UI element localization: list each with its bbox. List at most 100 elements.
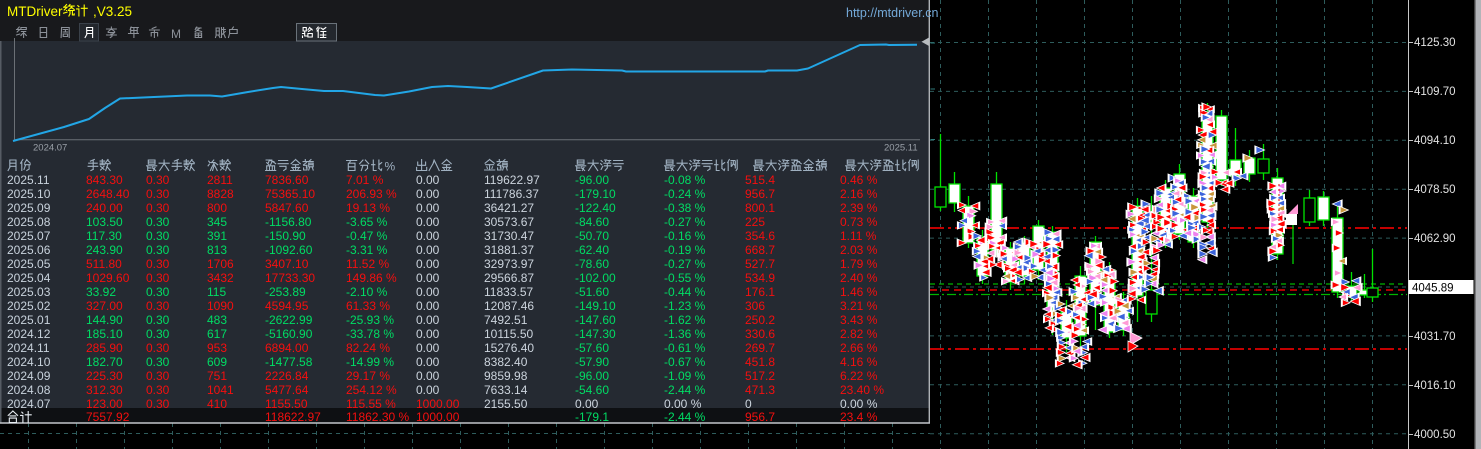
svg-text:0.00: 0.00 <box>416 187 440 201</box>
svg-text:517.2: 517.2 <box>745 369 775 383</box>
svg-text:4062.90: 4062.90 <box>1414 233 1456 245</box>
svg-text:0.00 %: 0.00 % <box>840 397 878 411</box>
svg-text:-2.44 %: -2.44 % <box>664 410 706 424</box>
svg-text:0.30: 0.30 <box>146 271 170 285</box>
svg-text:2.82 %: 2.82 % <box>840 327 878 341</box>
svg-text:-102.00: -102.00 <box>575 271 616 285</box>
svg-text:7633.14: 7633.14 <box>484 383 528 397</box>
svg-text:6.22 %: 6.22 % <box>840 369 878 383</box>
svg-text:451.8: 451.8 <box>745 355 775 369</box>
svg-text:0.30: 0.30 <box>146 285 170 299</box>
svg-text:0.00: 0.00 <box>416 173 440 187</box>
svg-text:2024.07: 2024.07 <box>33 143 67 154</box>
svg-text:29566.87: 29566.87 <box>484 271 534 285</box>
svg-text:250.2: 250.2 <box>745 313 775 327</box>
svg-text:2025.04: 2025.04 <box>7 271 51 285</box>
svg-text:-0.61 %: -0.61 % <box>664 341 706 355</box>
svg-text:0.00: 0.00 <box>575 397 599 411</box>
svg-text:115: 115 <box>207 285 226 299</box>
svg-text:61.33 %: 61.33 % <box>346 299 390 313</box>
svg-text:4078.50: 4078.50 <box>1414 184 1456 196</box>
svg-text:0.30: 0.30 <box>146 173 170 187</box>
svg-text:123.00: 123.00 <box>86 397 123 411</box>
svg-text:12087.46: 12087.46 <box>484 299 534 313</box>
svg-text:0.30: 0.30 <box>146 355 170 369</box>
svg-text:2.39 %: 2.39 % <box>840 201 878 215</box>
svg-text:751: 751 <box>207 369 227 383</box>
svg-text:0.00: 0.00 <box>416 215 440 229</box>
svg-text:7492.51: 7492.51 <box>484 313 528 327</box>
svg-text:-62.40: -62.40 <box>575 243 609 257</box>
svg-text:0.30: 0.30 <box>146 327 170 341</box>
svg-text:240.00: 240.00 <box>86 201 123 215</box>
svg-text:2.40 %: 2.40 % <box>840 271 878 285</box>
svg-text:4109.70: 4109.70 <box>1414 86 1456 98</box>
svg-text:534.9: 534.9 <box>745 271 775 285</box>
svg-text:800: 800 <box>207 201 227 215</box>
svg-text:243.90: 243.90 <box>86 243 123 257</box>
svg-text:843.30: 843.30 <box>86 173 123 187</box>
svg-text:-147.30: -147.30 <box>575 327 616 341</box>
svg-text:-2622.99: -2622.99 <box>265 313 313 327</box>
svg-text:2025.09: 2025.09 <box>7 201 51 215</box>
svg-text:285.90: 285.90 <box>86 341 123 355</box>
svg-text:4031.70: 4031.70 <box>1414 331 1456 343</box>
svg-text:7836.60: 7836.60 <box>265 173 309 187</box>
svg-text:-179.1: -179.1 <box>575 410 609 424</box>
svg-text:1090: 1090 <box>207 299 234 313</box>
svg-text:11862.30 %: 11862.30 % <box>346 410 409 424</box>
svg-text:111786.37: 111786.37 <box>484 187 539 201</box>
svg-text:-33.78 %: -33.78 % <box>346 327 394 341</box>
svg-text:0.30: 0.30 <box>146 369 170 383</box>
svg-text:144.90: 144.90 <box>86 313 123 327</box>
svg-text:1.79 %: 1.79 % <box>840 257 878 271</box>
svg-text:0.30: 0.30 <box>146 243 170 257</box>
svg-text:36421.27: 36421.27 <box>484 201 534 215</box>
svg-text:0.73 %: 0.73 % <box>840 215 878 229</box>
svg-text:7.01 %: 7.01 % <box>346 173 384 187</box>
svg-text:0.00: 0.00 <box>416 327 440 341</box>
svg-text:1.11 %: 1.11 % <box>840 229 877 243</box>
svg-text:956.7: 956.7 <box>745 187 775 201</box>
svg-text:-51.60: -51.60 <box>575 285 609 299</box>
svg-text:2024.11: 2024.11 <box>7 341 50 355</box>
svg-text:30573.67: 30573.67 <box>484 215 534 229</box>
svg-text:4000.50: 4000.50 <box>1414 429 1456 441</box>
svg-text:8828: 8828 <box>207 187 234 201</box>
svg-text:2811: 2811 <box>207 173 233 187</box>
svg-text:-78.60: -78.60 <box>575 257 609 271</box>
svg-text:182.70: 182.70 <box>86 355 123 369</box>
svg-text:-3.65 %: -3.65 % <box>346 215 388 229</box>
svg-text:0.00: 0.00 <box>416 201 440 215</box>
svg-text:82.24 %: 82.24 % <box>346 341 390 355</box>
svg-text:4045.89: 4045.89 <box>1412 283 1454 295</box>
svg-text:11.52 %: 11.52 % <box>346 257 389 271</box>
svg-text:0.30: 0.30 <box>146 383 170 397</box>
svg-text:527.7: 527.7 <box>745 257 775 271</box>
svg-text:-57.60: -57.60 <box>575 341 609 355</box>
svg-text:-1156.80: -1156.80 <box>265 215 312 229</box>
svg-text:10115.50: 10115.50 <box>484 327 533 341</box>
svg-text:0.30: 0.30 <box>146 187 170 201</box>
svg-text:-0.27 %: -0.27 % <box>664 257 706 271</box>
svg-text:-5160.90: -5160.90 <box>265 327 313 341</box>
svg-text:225.30: 225.30 <box>86 369 123 383</box>
svg-text:0.00: 0.00 <box>416 355 440 369</box>
svg-text:-1.09 %: -1.09 % <box>664 369 706 383</box>
svg-text:103.50: 103.50 <box>86 215 123 229</box>
svg-text:115.55 %: 115.55 % <box>346 397 396 411</box>
svg-text:176.1: 176.1 <box>745 285 775 299</box>
svg-text:6894.00: 6894.00 <box>265 341 309 355</box>
svg-text:3.43 %: 3.43 % <box>840 313 878 327</box>
svg-text:2025.08: 2025.08 <box>7 215 51 229</box>
svg-text:0.00: 0.00 <box>416 285 440 299</box>
svg-text:-54.60: -54.60 <box>575 383 609 397</box>
svg-text:-0.67 %: -0.67 % <box>664 355 706 369</box>
svg-text:-84.60: -84.60 <box>575 215 609 229</box>
svg-text:17733.30: 17733.30 <box>265 271 315 285</box>
svg-text:2025.01: 2025.01 <box>7 313 51 327</box>
svg-text:206.93 %: 206.93 % <box>346 187 397 201</box>
svg-text:1155.50: 1155.50 <box>265 397 308 411</box>
svg-text:,V3.25: ,V3.25 <box>93 4 132 19</box>
svg-text:29.17 %: 29.17 % <box>346 369 390 383</box>
